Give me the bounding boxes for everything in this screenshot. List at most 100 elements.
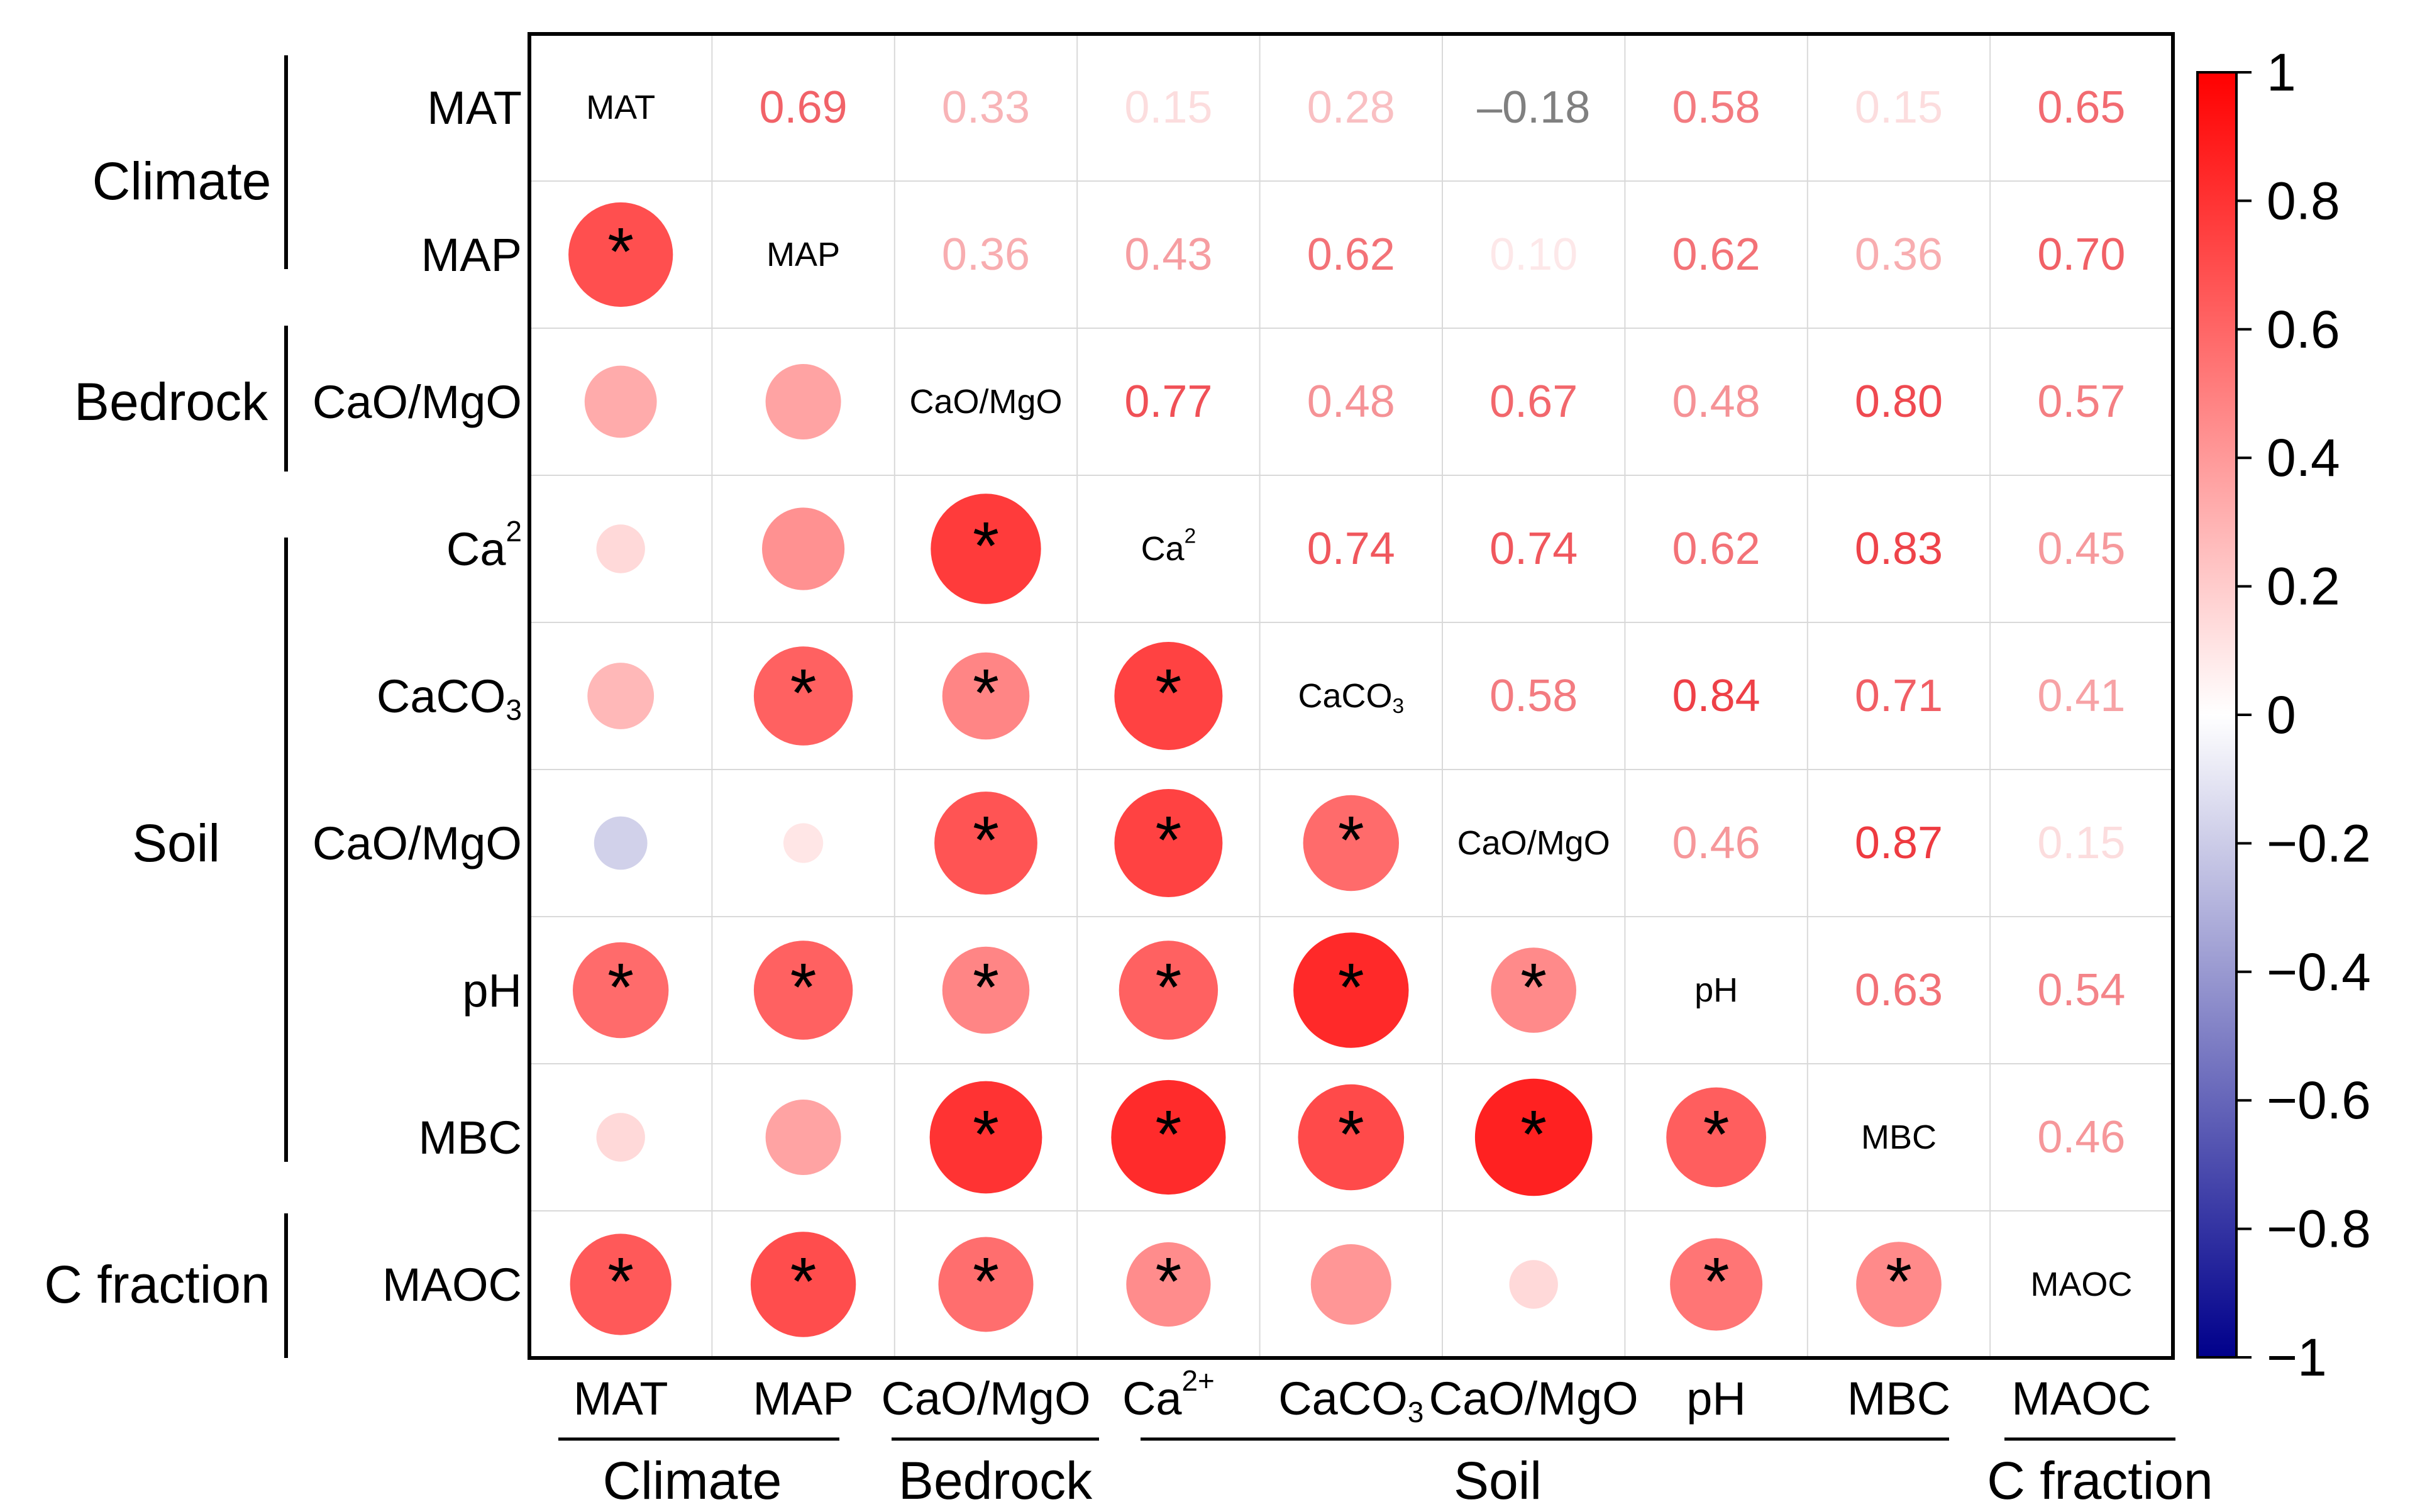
row-label: MAT (427, 82, 522, 134)
diagonal-label: Ca2 (1141, 524, 1196, 568)
column-label: pH (1686, 1372, 1746, 1425)
colorbar-tick-label: 1 (2267, 43, 2296, 102)
grid-lines (529, 34, 2173, 1358)
significance-marker: * (1155, 802, 1181, 878)
correlation-circle (1303, 795, 1399, 891)
correlation-circle (753, 941, 853, 1040)
significance-marker: * (1338, 1096, 1364, 1172)
correlation-value: 0.36 (942, 229, 1030, 280)
correlation-value: 0.77 (1124, 377, 1212, 427)
row-label: MAP (421, 229, 522, 281)
correlation-value: 0.65 (2037, 82, 2125, 133)
correlation-value: 0.15 (1855, 82, 1943, 133)
column-label: CaO/MgO (881, 1372, 1090, 1425)
row-label: Ca2 (446, 515, 522, 575)
correlation-value: 0.15 (2037, 818, 2125, 868)
correlation-circle (1509, 1260, 1558, 1309)
colorbar-gradient (2196, 71, 2238, 1359)
colorbar-tick-label: −0.4 (2267, 942, 2371, 1002)
row-label: CaCO3 (377, 670, 522, 727)
correlation-circle (931, 494, 1041, 604)
column-label: MAP (753, 1372, 853, 1425)
correlation-value: 0.83 (1855, 524, 1943, 574)
row-label: CaO/MgO (312, 817, 522, 869)
column-group-label: C fraction (1987, 1451, 2213, 1510)
colorbar-tick-label: −1 (2267, 1328, 2327, 1387)
significance-marker: * (1338, 949, 1364, 1025)
correlation-circle (1293, 932, 1409, 1048)
diagonal-label: CaO/MgO (909, 383, 1062, 421)
row-label: pH (462, 964, 522, 1017)
correlation-value: 0.62 (1672, 524, 1760, 574)
diagonal-label: pH (1694, 971, 1738, 1009)
column-label: CaO/MgO (1429, 1372, 1639, 1425)
correlation-value: 0.15 (1124, 82, 1212, 133)
significance-marker: * (1155, 1243, 1181, 1319)
significance-marker: * (1703, 1243, 1730, 1319)
significance-marker: * (1155, 1096, 1181, 1172)
correlation-circle (765, 364, 841, 439)
diagonal-label: MAP (766, 236, 840, 273)
significance-marker: * (1155, 654, 1181, 731)
correlation-circle (750, 1232, 856, 1337)
correlation-circle (568, 202, 673, 307)
correlation-circle (596, 524, 645, 573)
significance-marker: * (973, 802, 999, 878)
correlation-circle (1114, 789, 1223, 897)
correlation-value: 0.74 (1489, 524, 1578, 574)
correlation-circle (1670, 1238, 1763, 1331)
correlation-value: 0.74 (1307, 524, 1395, 574)
significance-marker: * (973, 507, 999, 583)
colorbar-tick-label: 0.8 (2267, 171, 2340, 230)
correlation-value: 0.62 (1672, 229, 1760, 280)
correlation-value: 0.45 (2037, 524, 2125, 574)
correlation-circle (1298, 1084, 1405, 1191)
correlation-value: 0.67 (1489, 377, 1578, 427)
column-label: MAT (573, 1372, 668, 1425)
correlation-value: 0.46 (1672, 818, 1760, 868)
colorbar-tick-label: −0.2 (2267, 814, 2371, 873)
variable-groups: Climate Bedrock Soil C fraction Climate Bedro… (44, 55, 2213, 1510)
column-group-label: Climate (603, 1451, 782, 1510)
correlation-circle (1474, 1078, 1593, 1196)
diagonal-label: MBC (1861, 1118, 1937, 1156)
diagonal-label: CaCO3 (1298, 677, 1404, 718)
significance-marker: * (607, 949, 634, 1025)
correlation-value: –0.18 (1477, 82, 1590, 133)
column-group-label: Soil (1454, 1451, 1542, 1510)
significance-marker: * (790, 1243, 817, 1319)
correlation-circle (1114, 642, 1223, 750)
correlation-circle (765, 1100, 841, 1175)
diagonal-label: MAOC (2030, 1266, 2132, 1303)
colorbar-tick-label: −0.6 (2267, 1071, 2371, 1130)
correlation-circle (1310, 1244, 1391, 1325)
matrix-frame (528, 32, 2175, 1360)
correlation-value: 0.58 (1489, 671, 1578, 721)
row-label: MBC (419, 1112, 522, 1164)
significance-marker: * (1520, 1096, 1547, 1172)
correlation-circle (934, 792, 1037, 895)
correlation-value: 0.43 (1124, 229, 1212, 280)
correlation-circle (938, 1237, 1034, 1332)
correlation-value: 0.48 (1672, 377, 1760, 427)
row-group-label: Climate (92, 152, 272, 211)
correlation-circle (587, 663, 655, 729)
column-label: CaCO3 (1278, 1372, 1423, 1429)
correlation-circle (942, 946, 1030, 1034)
correlation-circle (573, 942, 669, 1039)
colorbar-tick-label: 0.6 (2267, 300, 2340, 359)
row-label: MAOC (382, 1259, 522, 1311)
significance-marker: * (973, 1096, 999, 1172)
column-label: MAOC (2011, 1372, 2151, 1425)
colorbar: 1 0.8 0.6 0.4 0.2 0 −0.2 −0.4 −0.6 −0.8 −1 (2196, 43, 2371, 1387)
correlation-value: 0.58 (1672, 82, 1760, 133)
correlation-circle (753, 646, 853, 746)
diagonal-label: MAT (586, 89, 655, 126)
correlation-value: 0.87 (1855, 818, 1943, 868)
correlation-circle (570, 1233, 671, 1335)
row-label: CaO/MgO (312, 376, 522, 428)
significance-marker: * (1703, 1096, 1730, 1172)
column-group-label: Bedrock (898, 1451, 1093, 1510)
significance-marker: * (607, 1243, 634, 1319)
